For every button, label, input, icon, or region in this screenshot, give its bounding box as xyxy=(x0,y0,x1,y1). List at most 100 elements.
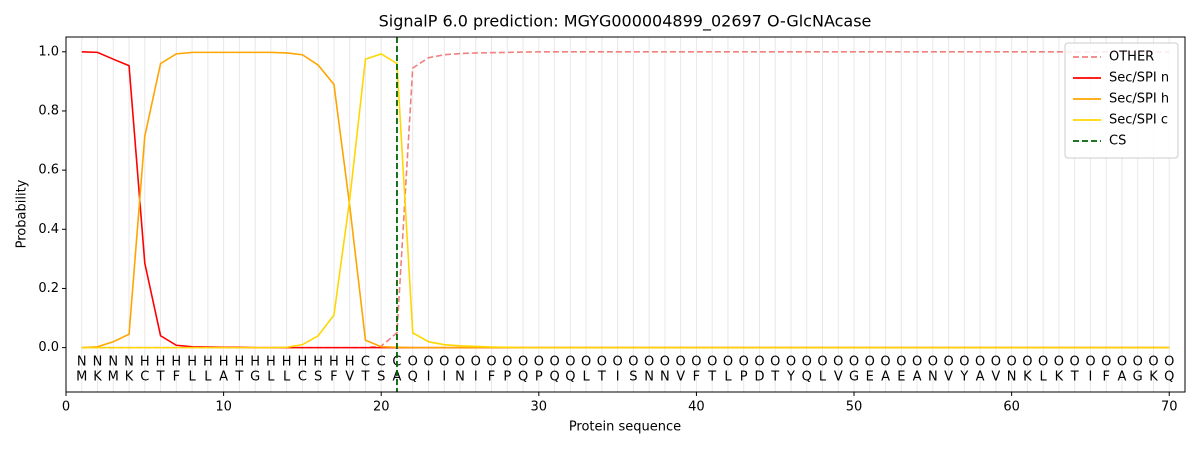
annotation-letter: O xyxy=(660,354,670,369)
legend-label: OTHER xyxy=(1109,50,1154,65)
residue-letter: M xyxy=(76,370,87,385)
legend-label: Sec/SPI c xyxy=(1109,113,1168,128)
annotation-letter: O xyxy=(912,354,922,369)
annotation-letter: O xyxy=(1085,354,1095,369)
y-tick-label: 0.4 xyxy=(38,222,59,237)
annotation-letter: O xyxy=(471,354,481,369)
residue-letter: L xyxy=(1040,370,1048,385)
residue-letter: V xyxy=(991,370,1000,385)
y-tick-label: 0.8 xyxy=(38,103,59,118)
annotation-letter: O xyxy=(1070,354,1080,369)
residue-letter: T xyxy=(597,370,606,385)
annotation-letter: O xyxy=(1164,354,1174,369)
chart-title: SignalP 6.0 prediction: MGYG000004899_02… xyxy=(379,12,872,32)
residue-letter: Q xyxy=(518,370,528,385)
residue-letter: F xyxy=(693,370,700,385)
residue-letter: E xyxy=(866,370,874,385)
annotation-letter: O xyxy=(518,354,528,369)
plot-frame xyxy=(65,36,1186,393)
residue-letter: L xyxy=(267,370,275,385)
residue-letter: L xyxy=(819,370,827,385)
annotation-letter: O xyxy=(880,354,890,369)
annotation-letter: O xyxy=(534,354,544,369)
annotation-letter: O xyxy=(439,354,449,369)
residue-letter: T xyxy=(1070,370,1079,385)
annotation-letter: H xyxy=(345,354,355,369)
residue-letter: S xyxy=(629,370,637,385)
x-tick-label: 30 xyxy=(531,400,548,415)
annotation-letter: O xyxy=(597,354,607,369)
residue-letter: N xyxy=(644,370,654,385)
annotation-letter: O xyxy=(802,354,812,369)
residue-letter: Q xyxy=(1164,370,1174,385)
residue-letter: Q xyxy=(549,370,559,385)
annotation-letter: O xyxy=(975,354,985,369)
y-axis-label: Probability xyxy=(15,179,30,248)
annotation-letter: O xyxy=(1148,354,1158,369)
annotation-letter: C xyxy=(361,354,370,369)
series-line xyxy=(81,52,1170,349)
x-tick-label: 40 xyxy=(688,400,705,415)
annotation-letter: O xyxy=(928,354,938,369)
annotation-letter: O xyxy=(1117,354,1127,369)
x-tick-label: 60 xyxy=(1003,400,1020,415)
residue-letter: K xyxy=(1149,370,1158,385)
annotation-letter: O xyxy=(549,354,559,369)
annotation-letter: H xyxy=(266,354,276,369)
residue-letter: E xyxy=(897,370,905,385)
x-tick-label: 20 xyxy=(373,400,390,415)
annotation-letter: O xyxy=(628,354,638,369)
annotation-letter: O xyxy=(486,354,496,369)
residue-letter: N xyxy=(660,370,670,385)
residue-letter: N xyxy=(455,370,465,385)
annotation-letter: H xyxy=(140,354,150,369)
annotation-letter: H xyxy=(298,354,308,369)
annotation-letter: O xyxy=(991,354,1001,369)
annotation-letter: H xyxy=(203,354,213,369)
annotation-letter: O xyxy=(754,354,764,369)
annotation-letter: O xyxy=(865,354,875,369)
residue-letter: V xyxy=(834,370,843,385)
residue-letter: G xyxy=(250,370,260,385)
annotation-letter: N xyxy=(108,354,118,369)
legend-label: Sec/SPI n xyxy=(1109,71,1169,86)
annotation-letter: H xyxy=(187,354,197,369)
annotation-letter: O xyxy=(896,354,906,369)
series-line xyxy=(81,50,1170,349)
residue-letter: Q xyxy=(408,370,418,385)
annotation-letter: H xyxy=(313,354,323,369)
x-axis-label: Protein sequence xyxy=(569,420,681,435)
residue-letter: A xyxy=(913,370,922,385)
residue-letter: M xyxy=(108,370,119,385)
annotation-letter: O xyxy=(833,354,843,369)
residue-letter: T xyxy=(707,370,716,385)
annotation-letter: O xyxy=(691,354,701,369)
x-tick-label: 10 xyxy=(215,400,232,415)
residue-letter: K xyxy=(125,370,134,385)
series-line xyxy=(81,50,1170,349)
residue-letter: D xyxy=(754,370,764,385)
residue-letter: T xyxy=(360,370,369,385)
residue-letter: P xyxy=(535,370,543,385)
residue-letter: F xyxy=(330,370,337,385)
residue-letter: K xyxy=(1055,370,1064,385)
annotation-letter: O xyxy=(786,354,796,369)
series-line xyxy=(81,51,1170,349)
residue-letter: L xyxy=(204,370,212,385)
residue-letter: Q xyxy=(802,370,812,385)
annotation-letter: O xyxy=(1101,354,1111,369)
residue-letter: Y xyxy=(959,370,968,385)
annotation-letter: O xyxy=(1007,354,1017,369)
annotation-letter: O xyxy=(739,354,749,369)
annotation-letter: H xyxy=(171,354,181,369)
residue-letter: V xyxy=(944,370,953,385)
residue-letter: N xyxy=(928,370,938,385)
residue-letter: I xyxy=(1089,370,1093,385)
y-tick-label: 0.6 xyxy=(38,163,59,178)
residue-letter: F xyxy=(1102,370,1109,385)
annotation-letter: O xyxy=(723,354,733,369)
x-tick-label: 70 xyxy=(1161,400,1178,415)
residue-letter: L xyxy=(188,370,196,385)
residue-letter: S xyxy=(314,370,322,385)
